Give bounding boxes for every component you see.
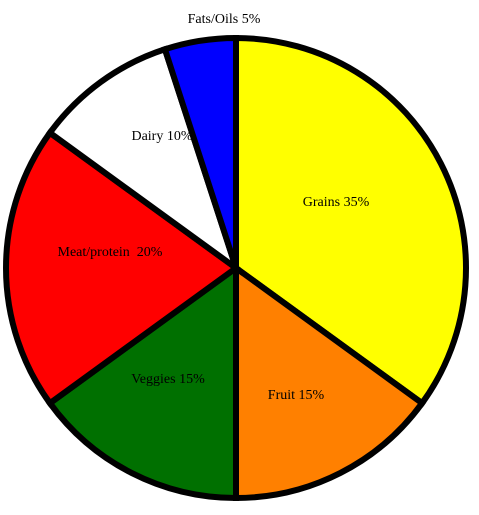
slice-label-fruit: Fruit 15%: [268, 388, 325, 403]
pie-slice-veggies: [45, 262, 239, 502]
slice-label-meat-protein: Meat/protein 20%: [58, 245, 163, 260]
pie-slice-grains: [233, 34, 469, 408]
slice-label-fats-oils: Fats/Oils 5%: [188, 12, 261, 27]
pie-slice-fats-oils: [161, 34, 239, 269]
slice-label-veggies: Veggies 15%: [131, 372, 205, 387]
pie-slice-fruit: [233, 262, 427, 502]
labels-layer: Grains 35% Fruit 15% Veggies 15% Meat/prote…: [58, 12, 370, 403]
slices-layer: [3, 34, 469, 502]
pie-slice-dairy: [45, 45, 242, 276]
pie-slice-meat-protein: [3, 128, 242, 408]
slice-label-dairy: Dairy 10%: [131, 129, 192, 144]
slice-label-grains: Grains 35%: [303, 195, 370, 210]
